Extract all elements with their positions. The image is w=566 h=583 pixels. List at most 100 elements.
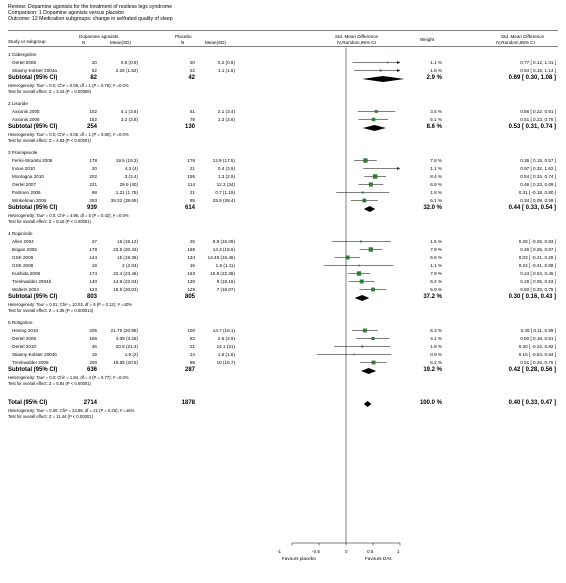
exp-n-cell: 19 bbox=[91, 352, 97, 357]
weight-cell: 1.8 % bbox=[430, 68, 442, 73]
ctl-mean-cell: 0.2 (0.6) bbox=[217, 60, 235, 65]
smd-ci-cell: 0.64 [ 0.15, 1.14 ] bbox=[520, 68, 556, 73]
review-title: Review: Dopamine agonists for the treatm… bbox=[8, 4, 173, 10]
ctl-n-cell: 21 bbox=[189, 190, 195, 195]
group-title: 5 Rotigotine bbox=[8, 320, 33, 325]
smd-ci-cell: 0.24 [ -0.41, 0.88 ] bbox=[518, 263, 556, 268]
study-point bbox=[361, 191, 364, 194]
tick-label: -1 bbox=[277, 549, 282, 554]
smd-ci-cell: 0.30 [ -0.22, 0.82 ] bbox=[518, 344, 556, 349]
group-title: 2 Lisuride bbox=[8, 101, 28, 106]
weight-cell: 5.1 % bbox=[430, 117, 442, 122]
smd-ci-cell: 0.54 [ 0.34, 0.74 ] bbox=[520, 174, 556, 179]
smd-ci-cell: 0.36 [ 0.15, 0.57 ] bbox=[520, 158, 556, 163]
group-title: 1 Cabergoline bbox=[8, 52, 37, 57]
ctl-mean-cell: 25.9 (39.4) bbox=[212, 198, 235, 203]
study-point bbox=[372, 174, 378, 179]
exp-mean-cell: 1.21 (1.75) bbox=[115, 190, 138, 195]
study-point bbox=[361, 345, 364, 348]
exp-mean-cell: 14.8 (22.04) bbox=[113, 279, 138, 284]
subtotal-label: Subtotal (95% CI) bbox=[8, 205, 58, 211]
exp-mean-cell: 3 (3.4) bbox=[124, 174, 138, 179]
overall-effect-text: Test for overall effect: Z = 4.35 (P = 0… bbox=[8, 307, 94, 313]
subtotal-weight: 19.2 % bbox=[423, 367, 442, 373]
ctl-mean-cell: 2.5 (2.9) bbox=[217, 336, 235, 341]
subtotal-ci: 0.42 [ 0.28, 0.56 ] bbox=[508, 367, 556, 373]
total-label: Total (95% CI) bbox=[8, 400, 48, 406]
smd-ci-cell: 0.50 [ 0.25, 0.75 ] bbox=[520, 287, 556, 292]
ctl-mean-cell: 1.3 (3.6) bbox=[217, 117, 235, 122]
exp-mean-cell: 15 (19.36) bbox=[117, 255, 138, 260]
subtotal-exp-n: 82 bbox=[90, 75, 97, 81]
exp-mean-cell: 4.1 (3.6) bbox=[120, 109, 138, 114]
total-diamond bbox=[363, 401, 372, 407]
ctl-n-cell: 100 bbox=[187, 328, 195, 333]
overall-effect-text: Test for overall effect: Z = 8.15 (P < 0… bbox=[8, 218, 91, 224]
weight-cell: 6.1 % bbox=[430, 198, 442, 203]
study-name: Ferini-Strambi 2008 bbox=[12, 158, 53, 163]
exp-mean-cell: 15 (19.12) bbox=[117, 239, 138, 244]
subtotal-exp-n: 803 bbox=[86, 294, 97, 300]
exp-mean-cell: 20.5 (21.4) bbox=[115, 344, 138, 349]
ctl-mean-cell: 9 (18.16) bbox=[216, 279, 235, 284]
subtotal-diamond bbox=[362, 125, 386, 131]
ctl-n-cell: 51 bbox=[189, 109, 195, 114]
weight-cell: 1.1 % bbox=[430, 60, 442, 65]
subtotal-exp-n: 254 bbox=[86, 124, 97, 130]
ctl-n-cell: 22 bbox=[189, 68, 195, 73]
col-study: Study or subgroup bbox=[8, 39, 46, 44]
smd-ci-cell: 0.03 [ -0.21, 0.26 ] bbox=[518, 255, 556, 260]
total-weight: 100.0 % bbox=[419, 400, 442, 406]
study-name: Axxonis 2006 bbox=[12, 117, 40, 122]
exp-n-cell: 144 bbox=[89, 255, 97, 260]
exp-n-cell: 19 bbox=[91, 263, 97, 268]
ctl-mean-cell: 14.3 (19.6) bbox=[212, 247, 235, 252]
col-smd2-sub: IV,Random,95% CI bbox=[496, 40, 535, 45]
tick-label: 0 bbox=[345, 549, 348, 554]
study-point bbox=[371, 287, 375, 292]
exp-n-cell: 123 bbox=[89, 287, 97, 292]
col-exp-group: Dopamine agonists bbox=[79, 34, 119, 39]
study-point bbox=[356, 271, 362, 276]
subtotal-weight: 2.9 % bbox=[426, 75, 442, 81]
ctl-mean-cell: 1.3 (2.9) bbox=[217, 174, 235, 179]
study-name: Allen 2004 bbox=[12, 239, 34, 244]
subtotal-label: Subtotal (95% CI) bbox=[8, 367, 58, 373]
subtotal-ci: 0.30 [ 0.16, 0.43 ] bbox=[508, 294, 556, 300]
subtotal-diamond bbox=[362, 76, 405, 82]
study-name: Oertel 2006 bbox=[12, 60, 37, 65]
subtotal-label: Subtotal (95% CI) bbox=[8, 294, 58, 300]
exp-n-cell: 174 bbox=[89, 271, 97, 276]
weight-cell: 6.9 % bbox=[430, 182, 442, 187]
weight-cell: 3.5 % bbox=[430, 109, 442, 114]
col-exp-n: N bbox=[82, 40, 86, 45]
group-title: 3 Pramipexole bbox=[8, 150, 38, 155]
col-ctl-n: N bbox=[181, 40, 185, 45]
study-name: Oertel 2010 bbox=[12, 344, 37, 349]
subtotal-label: Subtotal (95% CI) bbox=[8, 75, 58, 81]
col-exp-mean: Mean(SD) bbox=[110, 40, 131, 45]
exp-n-cell: 20 bbox=[91, 60, 97, 65]
study-point bbox=[371, 336, 375, 341]
study-point bbox=[358, 264, 360, 267]
overall-effect-text: Test for overall effect: Z = 4.83 (P < 0… bbox=[8, 137, 91, 143]
weight-cell: 7.8 % bbox=[430, 158, 442, 163]
smd-ci-cell: 0.51 [ 0.26, 0.75 ] bbox=[520, 360, 556, 365]
smd-ci-cell: 0.51 [ 0.23, 0.78 ] bbox=[520, 117, 556, 122]
heterogeneity-text: Heterogeneity: Tau² = 0.0; Chi² = 1.84, … bbox=[8, 375, 129, 380]
exp-mean-cell: 0.6 (0.9) bbox=[120, 60, 138, 65]
exp-n-cell: 140 bbox=[89, 279, 97, 284]
outcome-title: Outcome: 12 Medication subgroups: change… bbox=[8, 16, 173, 22]
study-point bbox=[362, 328, 367, 333]
study-point bbox=[371, 360, 376, 365]
exp-n-cell: 253 bbox=[89, 198, 97, 203]
ctl-mean-cell: 12.9 (17.5) bbox=[212, 158, 235, 163]
exp-mean-cell: 2 (2.04) bbox=[122, 263, 138, 268]
study-point bbox=[368, 182, 373, 187]
weight-cell: 6.2 % bbox=[430, 360, 442, 365]
study-point bbox=[360, 240, 363, 243]
ctl-mean-cell: 12.3 (34) bbox=[216, 182, 235, 187]
study-name: Stiasny-Kolster 2004b bbox=[12, 352, 57, 357]
ctl-n-cell: 195 bbox=[187, 174, 195, 179]
smd-ci-cell: 0.28 [ -0.26, 0.83 ] bbox=[518, 239, 556, 244]
